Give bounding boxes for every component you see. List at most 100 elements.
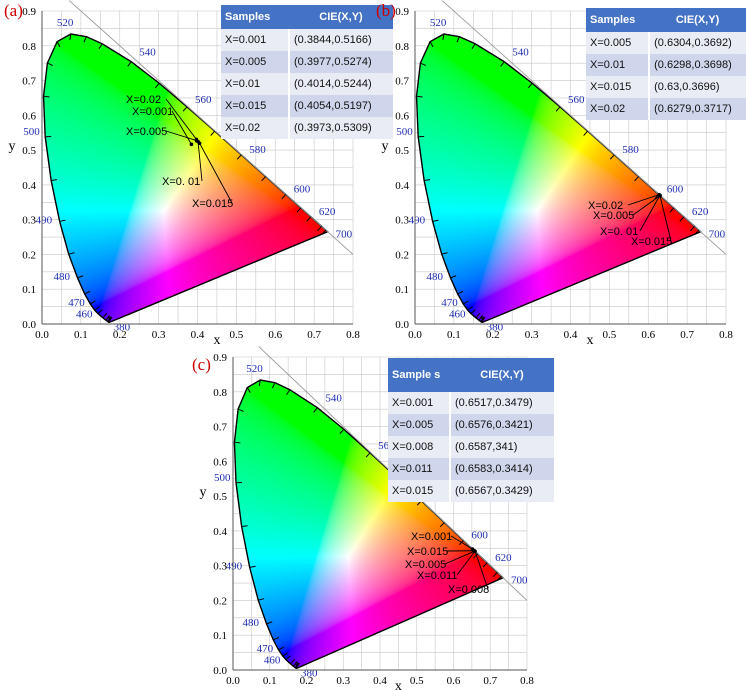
table-row: X=0.011 (0.6583,0.3414) <box>388 458 554 480</box>
y-tick-label: 0.3 <box>395 215 409 227</box>
annotation-arrow <box>639 195 661 232</box>
table-cell-cie: (0.6587,341) <box>450 436 554 458</box>
y-tick-label: 0.2 <box>22 249 36 261</box>
annotation-arrow <box>444 550 475 565</box>
wavelength-label: 470 <box>257 643 274 655</box>
annotation-arrow <box>171 110 192 145</box>
x-tick-label: 0.0 <box>226 675 240 687</box>
table-cell-cie: (0.3977,0.5274) <box>289 51 393 73</box>
table-cell-sample: X=0.008 <box>388 436 451 458</box>
y-axis-label: y <box>200 485 207 500</box>
table-header-samples: Sample s <box>388 358 450 392</box>
table-cell-cie: (0.6583,0.3414) <box>450 458 554 480</box>
x-tick-label: 0.1 <box>74 329 88 341</box>
y-tick-label: 0.5 <box>213 491 227 503</box>
table-cell-cie: (0.6304,0.3692) <box>649 32 746 54</box>
wavelength-label: 500 <box>23 126 40 138</box>
x-tick-label: 0.5 <box>410 675 424 687</box>
y-tick-label: 0.0 <box>395 319 409 331</box>
locus-ticks <box>416 33 700 323</box>
x-tick-label: 0.4 <box>373 675 387 687</box>
wavelength-label: 480 <box>243 617 260 629</box>
wavelength-label: 600 <box>294 183 311 195</box>
y-tick-label: 0.6 <box>213 456 227 468</box>
wavelength-label: 520 <box>57 17 74 29</box>
table-cell-sample: X=0.02 <box>221 117 290 139</box>
point-label: X=0.015 <box>407 546 448 558</box>
point-label: X=0.001 <box>132 106 173 118</box>
locus-ticks <box>234 379 502 669</box>
wavelength-label: 580 <box>249 144 266 156</box>
x-tick-label: 0.5 <box>230 329 244 341</box>
y-tick-label: 0.7 <box>22 76 36 88</box>
x-tick-label: 0.7 <box>307 329 321 341</box>
x-tick-label: 0.6 <box>447 675 461 687</box>
cie-table: Samples CIE(X,Y) X=0.005 (0.6304,0.3692) X=0… <box>586 8 746 120</box>
point-label: X=0.005 <box>126 126 167 138</box>
wavelength-label: 600 <box>471 529 488 541</box>
wavelength-label: 490 <box>226 560 243 572</box>
wavelength-label: 620 <box>495 552 512 564</box>
y-tick-label: 0.7 <box>395 76 409 88</box>
y-tick-label: 0.8 <box>395 41 409 53</box>
x-axis-label: x <box>586 333 593 348</box>
wavelength-label: 620 <box>692 206 709 218</box>
x-tick-label: 0.2 <box>486 329 500 341</box>
point-label: X=0. 01 <box>600 226 638 238</box>
y-tick-label: 0.1 <box>213 630 227 642</box>
cie-table: Samples CIE(X,Y) X=0.001 (0.3844,0.5166) X=0… <box>221 5 393 139</box>
point-label: X=0.02 <box>126 94 161 106</box>
x-tick-label: 0.7 <box>483 675 497 687</box>
y-tick-label: 0.4 <box>213 526 227 538</box>
wavelength-label: 490 <box>409 214 426 226</box>
y-tick-label: 0.5 <box>395 145 409 157</box>
wavelength-label: 540 <box>325 393 342 405</box>
x-tick-label: 0.5 <box>603 329 617 341</box>
y-tick-label: 0.6 <box>22 110 36 122</box>
y-tick-label: 0.2 <box>213 595 227 607</box>
table-header-cie: CIE(X,Y) <box>649 8 746 32</box>
annotation-arrow <box>627 194 660 206</box>
y-tick-label: 0.9 <box>213 352 227 364</box>
table-row: X=0.015 (0.4054,0.5197) <box>221 95 393 117</box>
wavelength-label: 500 <box>396 126 413 138</box>
x-tick-label: 0.8 <box>719 329 733 341</box>
table-cell-cie: (0.3973,0.5309) <box>289 117 393 139</box>
x-tick-label: 0.4 <box>564 329 578 341</box>
table-row: X=0.001 (0.6517,0.3479) <box>388 392 554 414</box>
y-tick-label: 0.2 <box>395 249 409 261</box>
table-row: X=0.02 (0.3973,0.5309) <box>221 117 393 139</box>
annotation-arrow <box>199 143 233 204</box>
point-label: X=0.005 <box>593 210 634 222</box>
table-cell-sample: X=0.015 <box>586 76 651 98</box>
table-cell-sample: X=0.005 <box>586 32 651 54</box>
point-label: X=0.02 <box>588 200 623 212</box>
table-row: X=0.02 (0.6279,0.3717) <box>586 98 746 120</box>
y-tick-label: 0.3 <box>22 215 36 227</box>
table-cell-cie: (0.6517,0.3479) <box>450 392 554 414</box>
table-cell-cie: (0.6298,0.3698) <box>649 54 746 76</box>
y-tick-label: 0.9 <box>395 6 409 18</box>
point-label: X=0.011 <box>417 570 457 582</box>
table-cell-sample: X=0.011 <box>388 458 451 480</box>
point-label: X=0.015 <box>192 198 233 210</box>
wavelength-label: 490 <box>36 214 53 226</box>
boundary-line <box>68 0 354 255</box>
annotation-arrow <box>659 195 672 242</box>
table-cell-cie: (0.6279,0.3717) <box>649 98 746 120</box>
point-label: X=0.008 <box>448 584 489 596</box>
cie-table: Sample s CIE(X,Y) X=0.001 (0.6517,0.3479) X=… <box>388 358 554 502</box>
y-tick-label: 0.1 <box>22 284 36 296</box>
table-row: X=0.005 (0.3977,0.5274) <box>221 51 393 73</box>
annotation-arrow <box>632 195 661 216</box>
table-cell-sample: X=0.015 <box>388 480 451 502</box>
y-tick-label: 0.5 <box>22 145 36 157</box>
x-tick-label: 0.2 <box>113 329 127 341</box>
wavelength-label: 460 <box>76 309 93 321</box>
y-axis-label: y <box>382 139 389 154</box>
wavelength-label: 600 <box>667 183 684 195</box>
wavelength-label: 700 <box>709 229 726 241</box>
y-tick-label: 0.7 <box>213 422 227 434</box>
